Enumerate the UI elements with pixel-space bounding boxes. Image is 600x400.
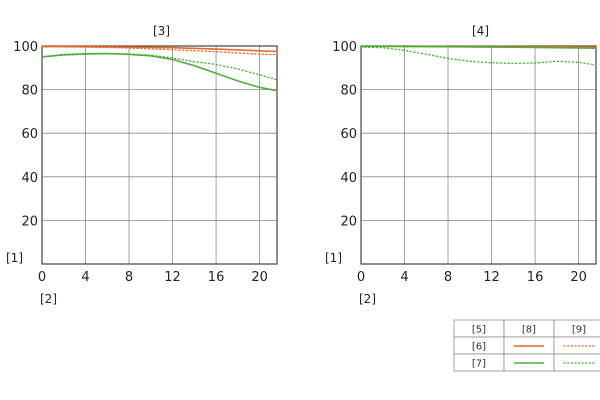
x-tick-label: 0 xyxy=(357,270,365,285)
series-line-2 xyxy=(41,52,278,92)
legend-header: [5] xyxy=(472,325,486,336)
x-axis-label: [2] xyxy=(359,292,376,306)
chart-left: 0 4 8 12 16 20 20 40 60 80 100 [3] [1] [2] xyxy=(6,24,278,306)
x-axis-label: [2] xyxy=(40,292,57,306)
x-tick-label: 8 xyxy=(444,270,452,285)
y-tick-label: 20 xyxy=(340,214,357,229)
x-tick-label: 20 xyxy=(570,270,587,285)
legend-cell xyxy=(553,353,600,372)
x-tick-label: 4 xyxy=(400,270,408,285)
chart-title: [3] xyxy=(153,24,170,38)
series-line-3 xyxy=(360,46,597,66)
x-tick-label: 16 xyxy=(208,270,225,285)
y-tick-label: 100 xyxy=(13,40,38,55)
x-tick-label: 12 xyxy=(164,270,181,285)
y-tick-label: 20 xyxy=(21,214,38,229)
legend-row-label: [7] xyxy=(472,359,486,370)
y-tick-label: 80 xyxy=(340,84,357,99)
chart-title: [4] xyxy=(472,24,489,38)
y-axis-label: [1] xyxy=(6,251,23,265)
legend-row-label: [6] xyxy=(472,342,486,353)
y-tick-label: 40 xyxy=(340,171,357,186)
y-axis-label: [1] xyxy=(325,251,342,265)
plot-frame xyxy=(360,45,597,265)
x-tick-label: 0 xyxy=(38,270,46,285)
y-tick-label: 40 xyxy=(21,171,38,186)
x-tick-label: 20 xyxy=(251,270,268,285)
y-tick-label: 100 xyxy=(332,40,357,55)
y-tick-label: 80 xyxy=(21,84,38,99)
x-tick-label: 12 xyxy=(483,270,500,285)
plot-frame xyxy=(41,45,278,265)
series-line-1 xyxy=(41,46,278,56)
chart-right: 0 4 8 12 16 20 20 40 60 80 100 [4] [1] [2] xyxy=(325,24,597,306)
legend-table: [5] [8] [9] [6] [7] xyxy=(453,319,600,372)
y-tick-label: 60 xyxy=(21,127,38,142)
x-tick-label: 16 xyxy=(527,270,544,285)
y-tick-label: 60 xyxy=(340,127,357,142)
series-line-2 xyxy=(360,45,597,49)
x-tick-label: 4 xyxy=(81,270,89,285)
legend-header: [8] xyxy=(522,325,536,336)
x-tick-label: 8 xyxy=(125,270,133,285)
legend-header: [9] xyxy=(572,325,586,336)
series-line-3 xyxy=(41,53,278,81)
